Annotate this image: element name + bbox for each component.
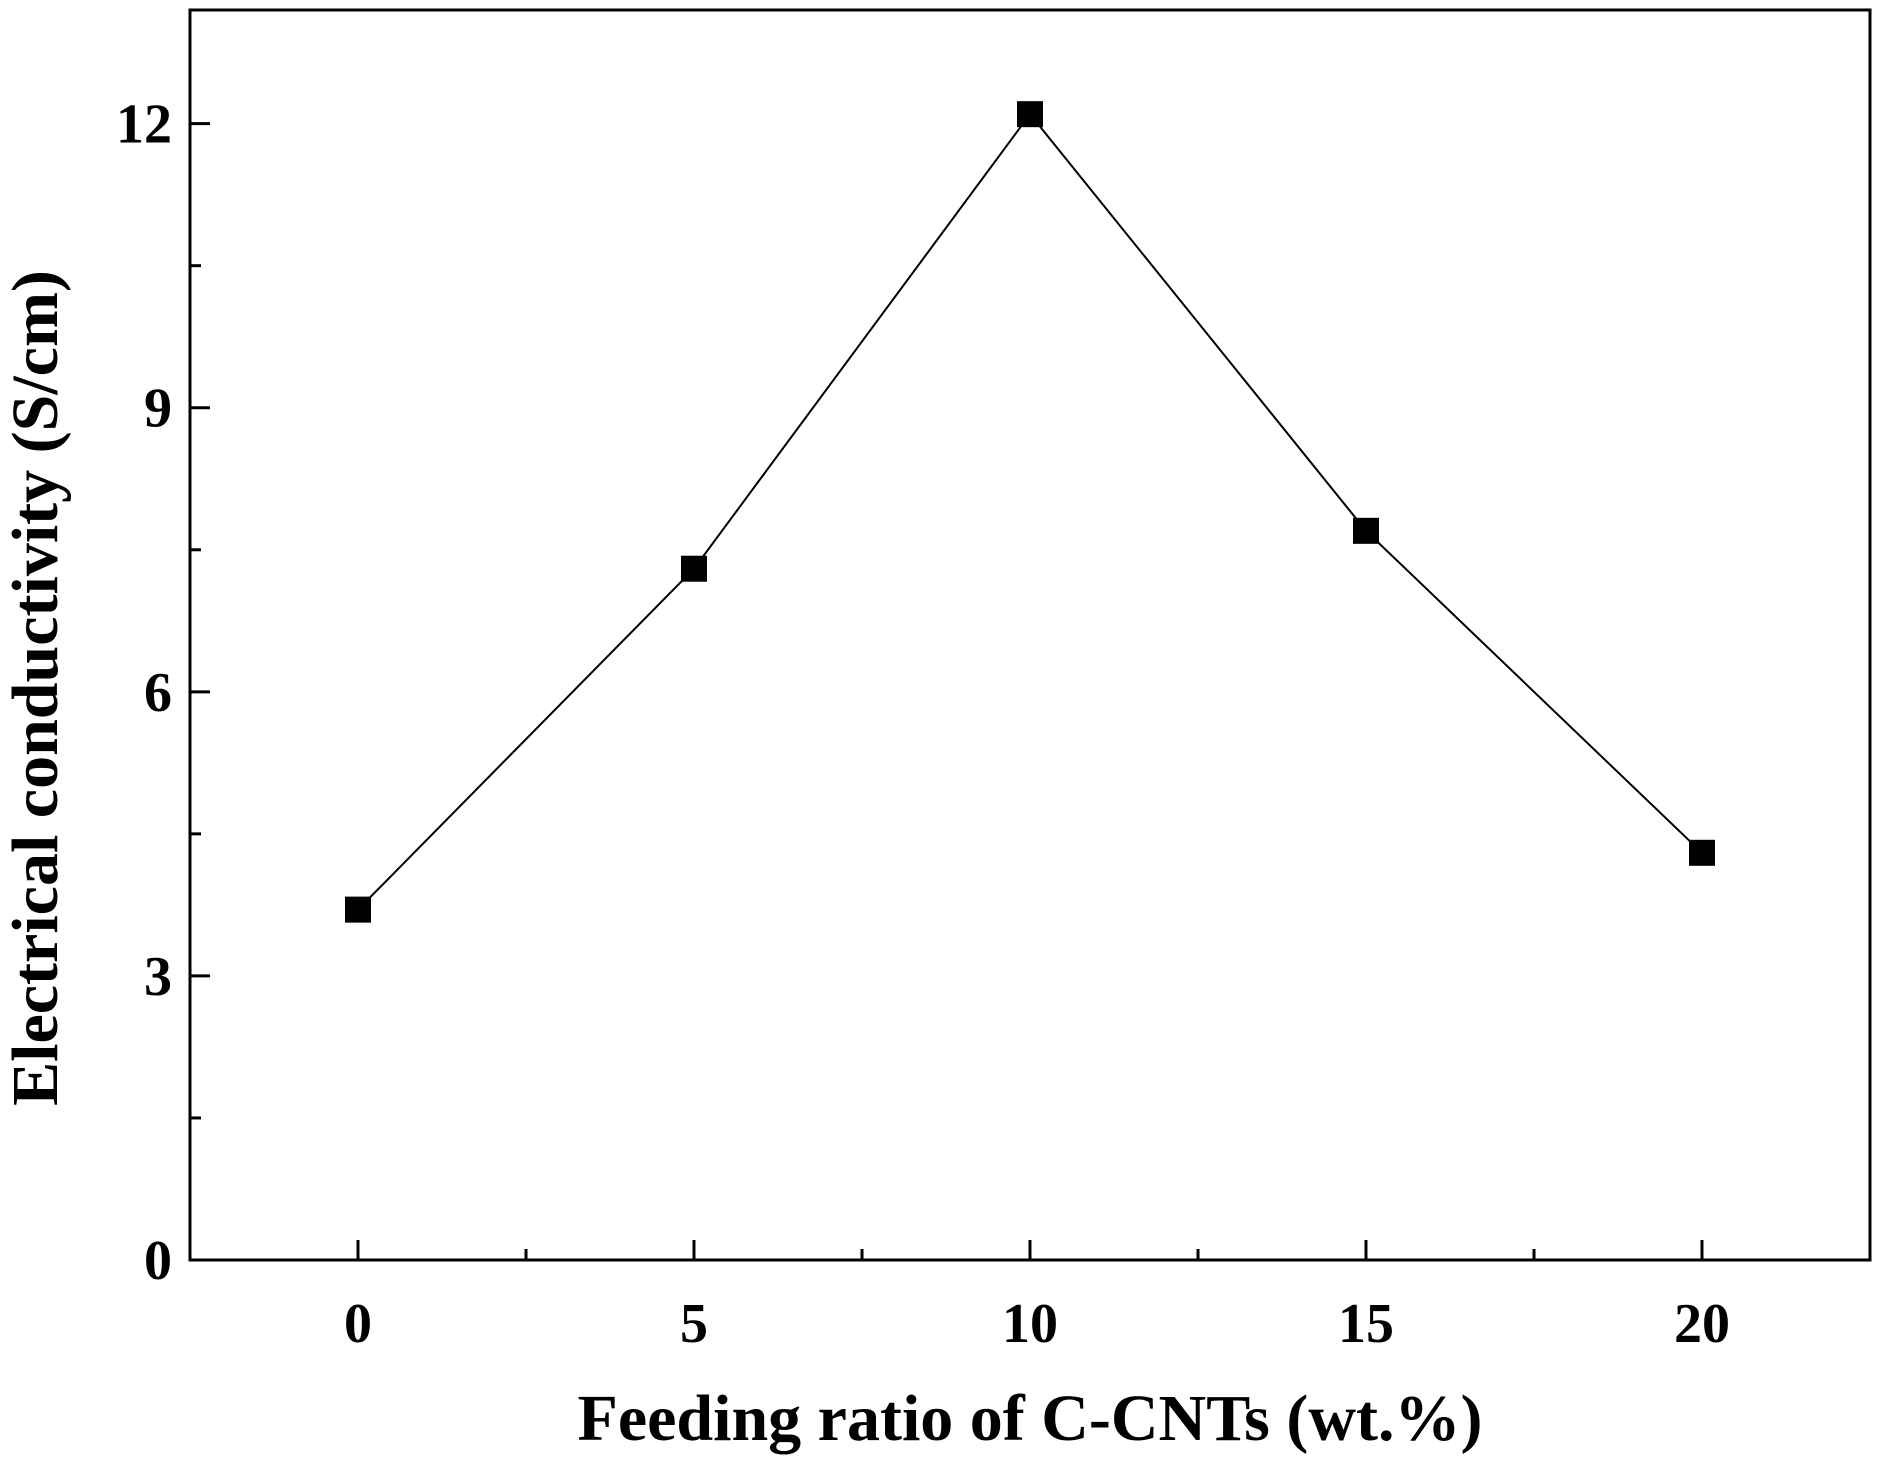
y-axis-ticks: 0 3 6 9 12 <box>116 94 210 1292</box>
y-tick-label: 0 <box>144 1230 172 1292</box>
x-tick-label: 15 <box>1338 1293 1394 1355</box>
y-axis-title: Electrical conductivity (S/cm) <box>0 270 72 1106</box>
y-tick-label: 3 <box>144 946 172 1008</box>
data-point-marker <box>681 555 707 582</box>
x-tick-label: 0 <box>344 1293 372 1355</box>
series-layer <box>345 101 1715 923</box>
data-point-marker <box>1353 517 1379 544</box>
y-tick-label: 6 <box>144 662 172 724</box>
data-point-marker <box>345 896 371 923</box>
x-tick-label: 20 <box>1674 1293 1730 1355</box>
x-tick-label: 10 <box>1002 1293 1058 1355</box>
x-axis-title: Feeding ratio of C-CNTs (wt.%) <box>578 1382 1483 1455</box>
data-point-marker <box>1689 839 1715 866</box>
x-tick-label: 5 <box>680 1293 708 1355</box>
data-point-marker <box>1017 101 1043 128</box>
y-tick-label: 9 <box>144 378 172 440</box>
x-axis-ticks: 0 5 10 15 20 <box>344 1240 1730 1355</box>
y-tick-label: 12 <box>116 94 172 156</box>
